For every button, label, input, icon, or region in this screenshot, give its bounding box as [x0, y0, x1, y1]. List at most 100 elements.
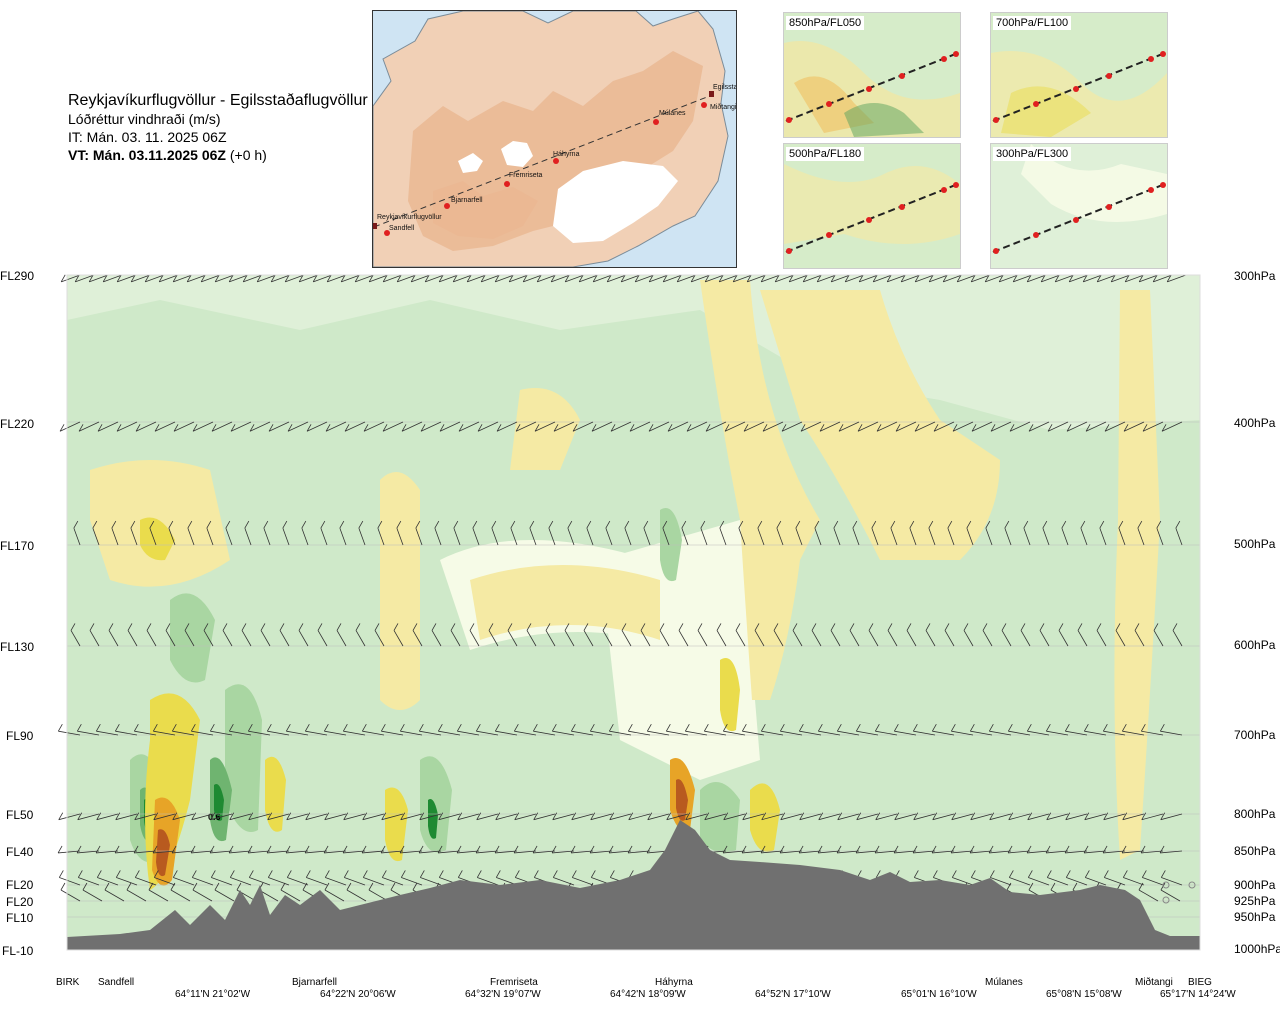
wind-barb	[287, 421, 309, 432]
wind-barb	[697, 623, 708, 647]
wind-barb	[646, 723, 670, 736]
wind-barb	[741, 723, 765, 736]
wind-barb	[705, 421, 727, 432]
wind-barb	[410, 274, 431, 283]
wind-barb	[153, 812, 176, 821]
wind-barb	[570, 845, 594, 854]
wind-barb	[343, 812, 366, 821]
field-up-5	[700, 782, 740, 853]
wind-barb	[222, 623, 233, 647]
wind-barb	[700, 520, 708, 546]
wind-barb	[324, 812, 347, 821]
wind-barb	[1064, 845, 1088, 854]
wind-barb	[266, 723, 290, 736]
wind-barb	[116, 421, 138, 432]
wind-barb	[719, 520, 727, 546]
wind-barb	[836, 723, 860, 736]
wind-barb	[564, 623, 575, 647]
wind-barb	[963, 623, 974, 647]
wind-barb	[1156, 520, 1164, 546]
wind-barb	[912, 845, 936, 854]
wind-barb	[989, 812, 1012, 821]
wind-barb	[203, 623, 214, 647]
wind-barb	[686, 421, 708, 432]
wind-barb	[1153, 623, 1164, 647]
wind-barb	[779, 845, 803, 854]
wind-barb	[798, 723, 822, 736]
field-up-4	[420, 756, 452, 853]
wind-barb	[1103, 870, 1126, 886]
terrain-profile	[67, 820, 1200, 950]
wind-barb	[529, 520, 537, 546]
wind-barb	[304, 723, 328, 736]
wind-barb	[323, 723, 347, 736]
wind-barb	[570, 723, 594, 736]
wind-barb	[418, 723, 442, 736]
wind-barb	[229, 870, 252, 886]
wind-barb	[241, 623, 252, 647]
wind-barb	[1085, 421, 1107, 432]
wind-barb	[342, 845, 366, 854]
route-map: Reykjavíkurflugvöllur Sandfell Bjarnarfe…	[372, 10, 737, 268]
wind-barb	[368, 274, 389, 283]
wind-barb	[452, 274, 473, 283]
wind-barb	[312, 274, 333, 283]
mini-map-850-label: 850hPa/FL050	[786, 16, 865, 30]
wind-barb	[602, 623, 613, 647]
wind-barb	[1141, 870, 1164, 886]
wind-barb	[956, 274, 977, 283]
cross-section-chart: 0.6 FL290 FL220 FL170 FL130 FL90 FL50 FL…	[0, 260, 1280, 1005]
wind-barb	[475, 723, 499, 736]
wind-barb	[781, 421, 803, 432]
wind-barb	[298, 623, 309, 647]
field-down-2	[385, 787, 408, 862]
wind-barb	[494, 723, 518, 736]
wind-barb	[684, 723, 708, 736]
coord-1: 64°11'N 21°02'W	[175, 989, 251, 1000]
fl-label-20b: FL20	[6, 895, 34, 909]
wind-barb	[286, 812, 309, 821]
wind-barb	[60, 274, 81, 283]
fl-label-220: FL220	[0, 417, 34, 431]
wind-barb	[788, 274, 809, 283]
wind-barb	[1047, 421, 1069, 432]
wind-barb	[818, 812, 841, 821]
wind-barb	[590, 812, 613, 821]
wind-barb	[627, 845, 651, 854]
wind-barb	[928, 520, 936, 546]
wind-barb	[211, 421, 233, 432]
wind-barb	[115, 812, 138, 821]
wind-barb	[1159, 723, 1183, 736]
wind-barb	[1004, 520, 1012, 546]
wind-barb	[1118, 520, 1126, 546]
wind-barb	[966, 520, 974, 546]
wind-barb	[909, 520, 917, 546]
wind-barb	[703, 723, 727, 736]
wind-barb	[871, 520, 879, 546]
mini-map-300-label: 300hPa/FL300	[993, 147, 1072, 161]
wind-barb	[648, 274, 669, 283]
wind-barb	[472, 520, 480, 546]
wind-barb	[1039, 623, 1050, 647]
wind-barb	[343, 870, 366, 886]
wind-barb	[59, 421, 81, 432]
wind-barb	[681, 520, 689, 546]
wind-barb	[381, 870, 404, 886]
wind-barb	[742, 812, 765, 821]
waypoint-sandfell: Sandfell	[98, 977, 134, 988]
wind-barb	[344, 421, 366, 432]
wind-barb	[875, 812, 898, 821]
wind-barb	[1042, 520, 1050, 546]
wind-barb	[476, 812, 499, 821]
wind-barb	[1121, 723, 1145, 736]
coord-4: 64°42'N 18°09'W	[610, 989, 686, 1000]
wind-barb	[990, 421, 1012, 432]
wind-barb	[1045, 723, 1069, 736]
wind-barb	[1140, 723, 1164, 736]
wind-barb	[629, 421, 651, 432]
wind-barb	[931, 723, 955, 736]
wind-barb	[532, 845, 556, 854]
wind-barb	[1077, 623, 1088, 647]
wind-barb	[1115, 623, 1126, 647]
wind-barb	[399, 723, 423, 736]
